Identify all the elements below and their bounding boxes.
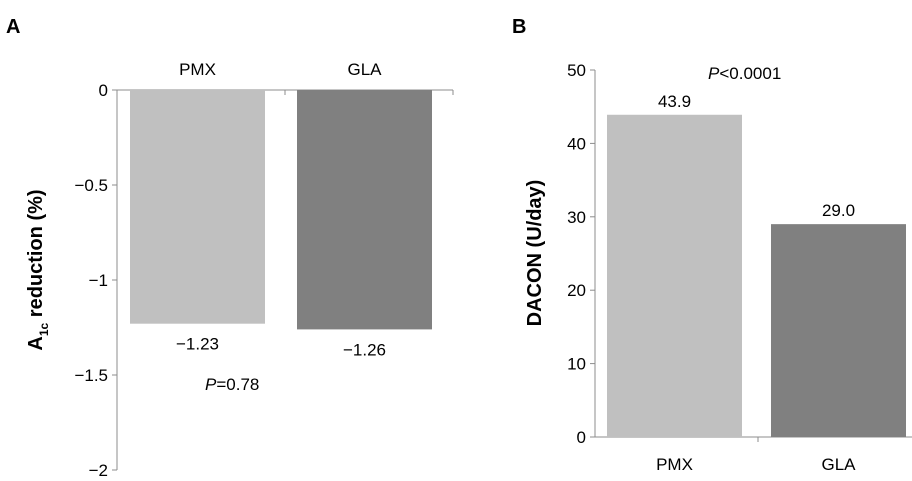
- panel-a-bars: −1.23 PMX −1.26 GLA: [130, 60, 432, 359]
- panel-a-y-axis-label: A1c reduction (%): [25, 189, 51, 350]
- panel-b-label: B: [512, 16, 526, 38]
- panel-a: A 0 −0.5 −1 −1.5 −2 −1.23 PMX −1.26 GLA A1c red…: [6, 16, 454, 480]
- category-label: GLA: [821, 455, 856, 474]
- panel-a-y-tick-label: −1: [89, 271, 108, 290]
- panel-a-p-value: P=0.78: [205, 375, 259, 394]
- category-label: PMX: [656, 455, 693, 474]
- panel-b-y-tick-label: 40: [567, 134, 586, 153]
- bar-pmx: [607, 114, 742, 438]
- panel-a-y-tick-label: −0.5: [74, 176, 108, 195]
- bar-gla: [297, 90, 432, 330]
- panel-b-y-tick-label: 50: [567, 61, 586, 80]
- data-label: 29.0: [822, 201, 855, 220]
- category-label: PMX: [179, 60, 216, 79]
- data-label: 43.9: [658, 92, 691, 111]
- panel-b-y-axis-label: DACON (U/day): [524, 180, 546, 327]
- panel-a-y-ticks: 0 −0.5 −1 −1.5 −2: [74, 81, 454, 480]
- panel-a-label: A: [6, 16, 20, 38]
- data-label: −1.26: [343, 340, 386, 359]
- panel-b-y-tick-label: 20: [567, 281, 586, 300]
- bar-pmx: [130, 90, 265, 324]
- panel-a-y-tick-label: 0: [99, 81, 108, 100]
- panel-b-p-value: P<0.0001: [708, 64, 781, 83]
- panel-b-bars: 43.9 PMX 29.0 GLA: [607, 92, 906, 474]
- panel-a-y-tick-label: −1.5: [74, 366, 108, 385]
- data-label: −1.23: [176, 335, 219, 354]
- panel-b-y-tick-label: 0: [577, 428, 586, 447]
- bar-gla: [771, 224, 906, 437]
- panel-b-y-tick-label: 10: [567, 355, 586, 374]
- panel-b: B 0 10 20 30 40 50 43.9 PMX 29.0 GLA DACON (U/da…: [512, 16, 912, 474]
- panel-a-y-tick-label: −2: [89, 461, 108, 480]
- panel-b-y-ticks: 0 10 20 30 40 50: [567, 61, 759, 447]
- category-label: GLA: [347, 60, 382, 79]
- panel-b-y-tick-label: 30: [567, 208, 586, 227]
